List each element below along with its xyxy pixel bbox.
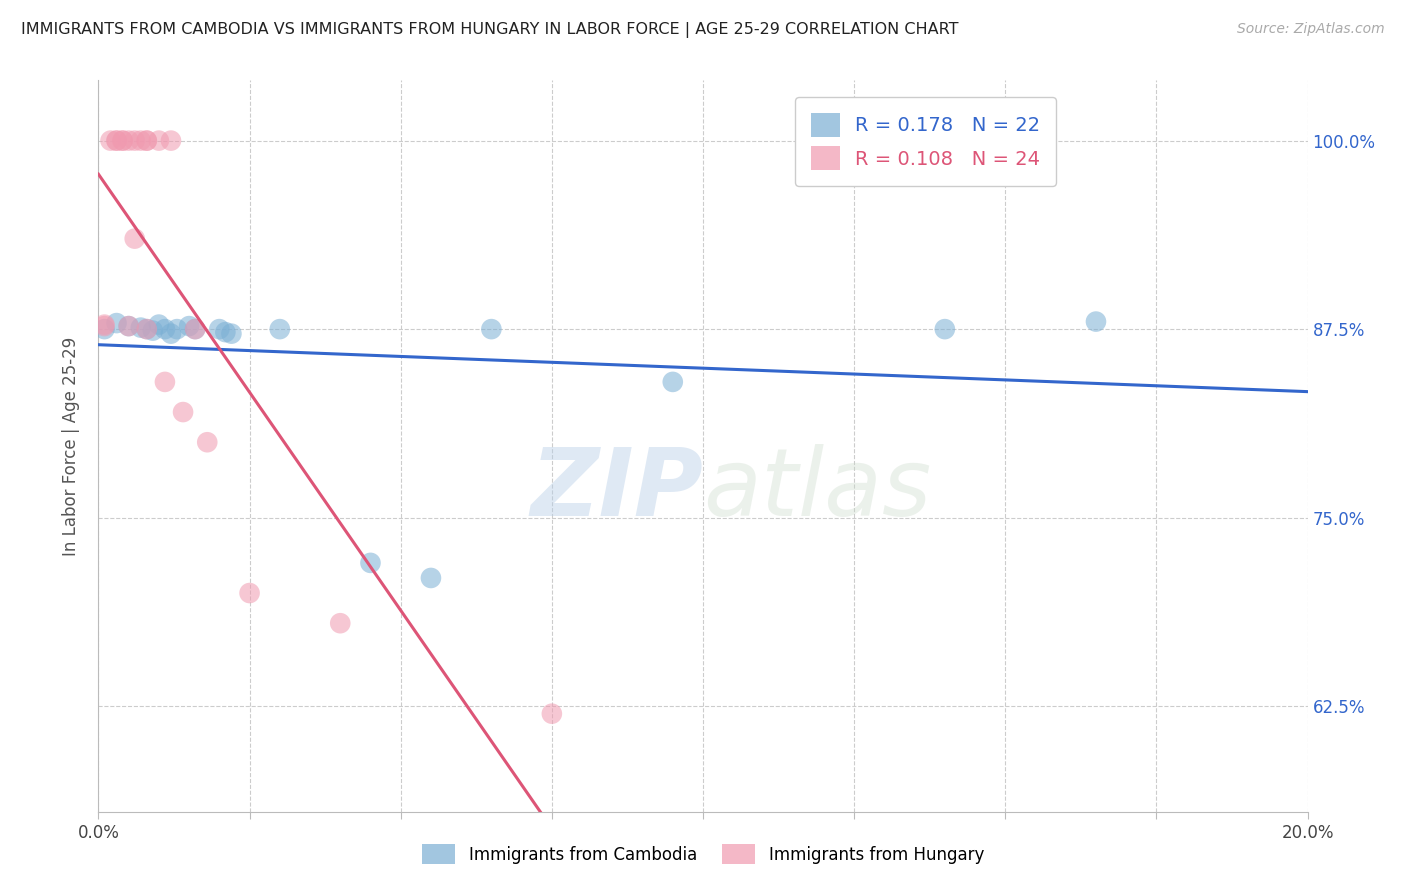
Point xyxy=(135,322,157,336)
Point xyxy=(111,134,134,148)
Point xyxy=(142,324,165,338)
Text: atlas: atlas xyxy=(703,444,931,535)
Text: IMMIGRANTS FROM CAMBODIA VS IMMIGRANTS FROM HUNGARY IN LABOR FORCE | AGE 25-29 C: IMMIGRANTS FROM CAMBODIA VS IMMIGRANTS F… xyxy=(21,22,959,38)
Point xyxy=(329,616,352,631)
Point xyxy=(934,322,956,336)
Point xyxy=(93,319,115,334)
Point xyxy=(105,316,128,330)
Point xyxy=(481,322,503,336)
Point xyxy=(118,319,141,334)
Point xyxy=(221,326,243,341)
Legend: Immigrants from Cambodia, Immigrants from Hungary: Immigrants from Cambodia, Immigrants fro… xyxy=(415,838,991,871)
Point xyxy=(179,319,201,334)
Point xyxy=(360,556,382,570)
Text: ZIP: ZIP xyxy=(530,444,703,536)
Point xyxy=(105,134,128,148)
Point xyxy=(160,134,183,148)
Point xyxy=(184,322,207,336)
Point xyxy=(420,571,443,585)
Point xyxy=(153,322,176,336)
Point xyxy=(166,322,188,336)
Point xyxy=(111,134,134,148)
Point xyxy=(93,322,115,336)
Point xyxy=(124,134,146,148)
Point xyxy=(208,322,231,336)
Point xyxy=(148,318,170,332)
Point xyxy=(184,322,207,336)
Point xyxy=(214,325,236,339)
Point xyxy=(105,134,128,148)
Y-axis label: In Labor Force | Age 25-29: In Labor Force | Age 25-29 xyxy=(62,336,80,556)
Point xyxy=(661,375,683,389)
Point xyxy=(1085,315,1108,329)
Point xyxy=(195,435,218,450)
Legend: R = 0.178   N = 22, R = 0.108   N = 24: R = 0.178 N = 22, R = 0.108 N = 24 xyxy=(794,97,1056,186)
Point xyxy=(129,320,152,334)
Point xyxy=(118,134,141,148)
Point xyxy=(540,706,562,721)
Text: Source: ZipAtlas.com: Source: ZipAtlas.com xyxy=(1237,22,1385,37)
Point xyxy=(135,134,157,148)
Point xyxy=(148,134,170,148)
Point xyxy=(160,326,183,341)
Point xyxy=(239,586,262,600)
Point xyxy=(153,375,176,389)
Point xyxy=(269,322,291,336)
Point xyxy=(124,232,146,246)
Point xyxy=(118,319,141,334)
Point xyxy=(135,322,157,336)
Point xyxy=(135,134,157,148)
Point xyxy=(172,405,194,419)
Point xyxy=(129,134,152,148)
Point xyxy=(100,134,122,148)
Point xyxy=(93,318,115,332)
